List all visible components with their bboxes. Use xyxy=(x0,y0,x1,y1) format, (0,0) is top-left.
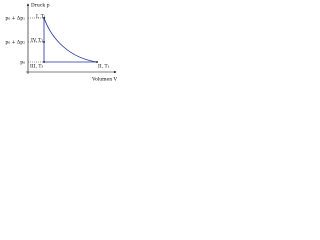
pressure-label: p₀ + Δp₁ xyxy=(5,16,25,22)
state-point xyxy=(96,61,98,63)
x-axis-label: Volumen V xyxy=(91,77,118,83)
state-label: I, T₁ xyxy=(36,14,46,20)
pressure-label: p₀ + Δp₂ xyxy=(5,40,25,46)
isotherm xyxy=(43,17,98,63)
state-label: III, T₃ xyxy=(30,64,43,70)
y-axis-label: Druck p xyxy=(31,3,50,9)
state-label: IV, T₂ xyxy=(31,38,43,44)
pressure-label: p₀ xyxy=(20,61,25,66)
pv-diagram: Druck p Volumen V p₀ + Δp₁ p₀ + Δp₂ p₀ I… xyxy=(5,3,118,83)
state-point xyxy=(43,61,45,63)
state-label: II, T₁ xyxy=(98,64,110,70)
state-point xyxy=(43,41,45,43)
state-point xyxy=(43,17,45,19)
